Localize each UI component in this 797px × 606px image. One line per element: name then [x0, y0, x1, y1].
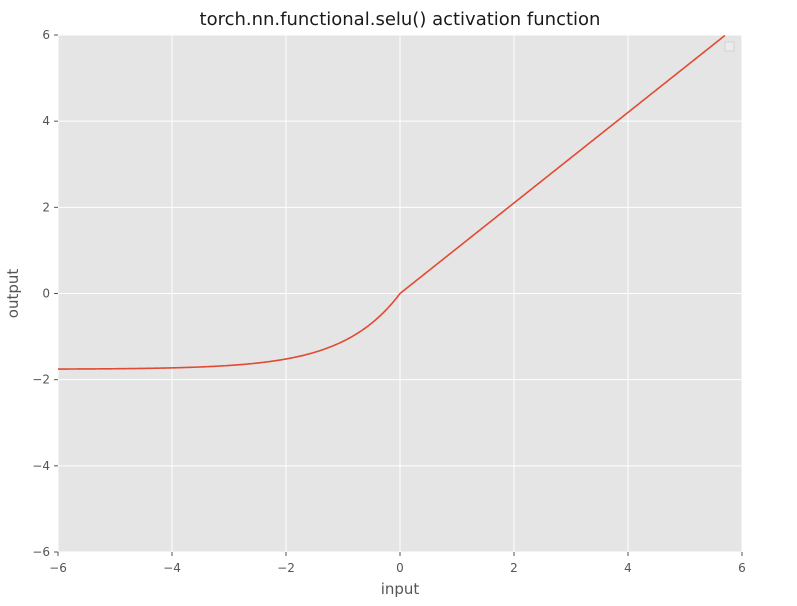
tick-marks — [54, 34, 743, 556]
x-tick-label: −6 — [49, 561, 67, 575]
x-tick-labels: −6 −4 −2 0 2 4 6 — [49, 561, 746, 575]
legend-box — [724, 41, 735, 52]
x-tick-label: −2 — [277, 561, 295, 575]
y-tick-label: 0 — [42, 287, 50, 301]
x-tick-label: 2 — [510, 561, 518, 575]
y-tick-label: −4 — [32, 459, 50, 473]
y-tick-label: 6 — [42, 28, 50, 42]
x-tick-label: 0 — [396, 561, 404, 575]
x-tick-label: −4 — [163, 561, 181, 575]
y-axis-label: output — [4, 269, 22, 319]
y-tick-label: −6 — [32, 545, 50, 559]
x-tick-label: 6 — [738, 561, 746, 575]
y-tick-label: 4 — [42, 114, 50, 128]
x-tick-label: 4 — [624, 561, 632, 575]
y-tick-label: 2 — [42, 200, 50, 214]
chart-title: torch.nn.functional.selu() activation fu… — [200, 9, 601, 30]
y-tick-label: −2 — [32, 373, 50, 387]
selu-series-line — [57, 34, 726, 370]
y-tick-labels: −6 −4 −2 0 2 4 6 — [32, 28, 50, 559]
x-axis-label: input — [381, 580, 420, 598]
